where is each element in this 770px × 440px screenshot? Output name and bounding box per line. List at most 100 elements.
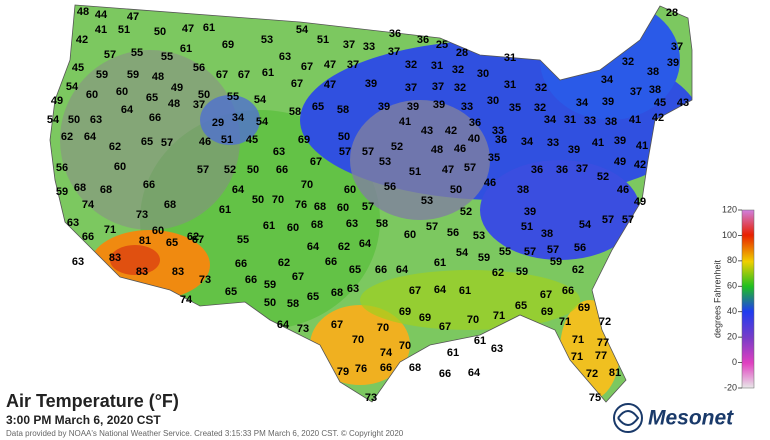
station-temperature: 50	[68, 114, 80, 126]
station-temperature: 57	[464, 162, 476, 174]
station-temperature: 41	[636, 140, 648, 152]
station-temperature: 47	[324, 79, 336, 91]
station-temperature: 62	[61, 131, 73, 143]
station-temperature: 64	[434, 284, 447, 296]
station-temperature: 36	[389, 28, 401, 40]
station-temperature: 46	[484, 177, 496, 189]
station-temperature: 54	[47, 114, 60, 126]
map-title: Air Temperature (°F)	[6, 391, 179, 411]
station-temperature: 33	[461, 101, 473, 113]
map-subtitle: 3:00 PM March 6, 2020 CST	[6, 413, 161, 427]
station-temperature: 67	[331, 319, 343, 331]
logo: Mesonet	[613, 403, 734, 433]
station-temperature: 38	[517, 184, 529, 196]
station-temperature: 69	[578, 302, 590, 314]
station-temperature: 49	[614, 156, 626, 168]
station-temperature: 54	[254, 94, 267, 106]
station-temperature: 59	[96, 69, 108, 81]
station-temperature: 45	[654, 97, 666, 109]
station-temperature: 53	[421, 195, 433, 207]
station-temperature: 29	[212, 117, 224, 129]
station-temperature: 64	[277, 319, 290, 331]
legend-tick-label: 80	[727, 255, 737, 265]
station-temperature: 73	[199, 274, 211, 286]
station-temperature: 32	[535, 82, 547, 94]
station-temperature: 66	[375, 264, 387, 276]
station-temperature: 54	[296, 24, 309, 36]
station-temperature: 69	[298, 134, 310, 146]
station-temperature: 67	[292, 271, 304, 283]
station-temperature: 31	[564, 114, 576, 126]
station-temperature: 64	[359, 238, 372, 250]
station-temperature: 48	[168, 98, 180, 110]
station-temperature: 55	[131, 47, 143, 59]
station-temperature: 33	[363, 41, 375, 53]
station-temperature: 55	[161, 51, 173, 63]
station-temperature: 60	[337, 202, 349, 214]
station-temperature: 66	[439, 368, 451, 380]
station-temperature: 61	[262, 67, 274, 79]
station-temperature: 48	[77, 6, 89, 18]
station-temperature: 65	[312, 101, 324, 113]
station-temperature: 49	[171, 82, 183, 94]
station-temperature: 31	[504, 52, 516, 64]
station-temperature: 71	[104, 224, 116, 236]
station-temperature: 73	[136, 209, 148, 221]
station-temperature: 41	[629, 114, 641, 126]
station-temperature: 39	[378, 101, 390, 113]
station-temperature: 56	[193, 62, 205, 74]
legend-tick-label: 0	[732, 357, 737, 367]
station-temperature: 50	[154, 26, 166, 38]
station-temperature: 52	[391, 141, 403, 153]
station-temperature: 70	[301, 179, 313, 191]
station-temperature: 68	[74, 182, 86, 194]
station-temperature: 68	[164, 199, 176, 211]
station-temperature: 50	[264, 297, 276, 309]
station-temperature: 38	[647, 66, 659, 78]
station-temperature: 76	[355, 363, 367, 375]
station-temperature: 41	[95, 24, 107, 36]
station-temperature: 39	[365, 78, 377, 90]
station-temperature: 66	[82, 231, 94, 243]
station-temperature: 72	[586, 368, 598, 380]
station-temperature: 67	[409, 285, 421, 297]
station-temperature: 59	[264, 279, 276, 291]
station-temperature: 32	[452, 64, 464, 76]
station-temperature: 42	[652, 112, 664, 124]
station-temperature: 38	[605, 116, 617, 128]
credits: Data provided by NOAA's National Weather…	[6, 429, 404, 438]
station-temperature: 61	[434, 257, 446, 269]
station-temperature: 54	[579, 219, 592, 231]
station-temperature: 69	[419, 312, 431, 324]
station-temperature: 51	[521, 221, 533, 233]
station-temperature: 37	[630, 86, 642, 98]
station-temperature: 60	[116, 86, 128, 98]
station-temperature: 47	[182, 23, 194, 35]
station-temperature: 77	[595, 350, 607, 362]
station-temperature: 36	[556, 164, 568, 176]
station-temperature: 77	[597, 337, 609, 349]
station-temperature: 28	[456, 47, 468, 59]
station-temperature: 73	[297, 323, 309, 335]
station-temperature: 71	[571, 351, 583, 363]
station-temperature: 60	[404, 229, 416, 241]
station-temperature: 36	[469, 117, 481, 129]
station-temperature: 76	[295, 199, 307, 211]
logo-text: Mesonet	[648, 407, 734, 430]
station-temperature: 61	[447, 347, 459, 359]
station-temperature: 66	[562, 285, 574, 297]
station-temperature: 63	[273, 146, 285, 158]
station-temperature: 65	[166, 237, 178, 249]
station-temperature: 57	[362, 201, 374, 213]
station-temperature: 39	[407, 101, 419, 113]
station-temperature: 39	[524, 206, 536, 218]
station-temperature: 53	[261, 34, 273, 46]
station-temperature: 65	[307, 291, 319, 303]
station-temperature: 49	[634, 196, 646, 208]
station-temperature: 46	[617, 184, 629, 196]
station-temperature: 35	[509, 102, 521, 114]
station-temperature: 60	[152, 225, 164, 237]
station-temperature: 51	[317, 34, 329, 46]
station-labels: 48 44 47 28 54 36 36 25 42 41 51 50 47 61 69 53 51 37 33 37…	[47, 6, 689, 404]
station-temperature: 66	[245, 274, 257, 286]
